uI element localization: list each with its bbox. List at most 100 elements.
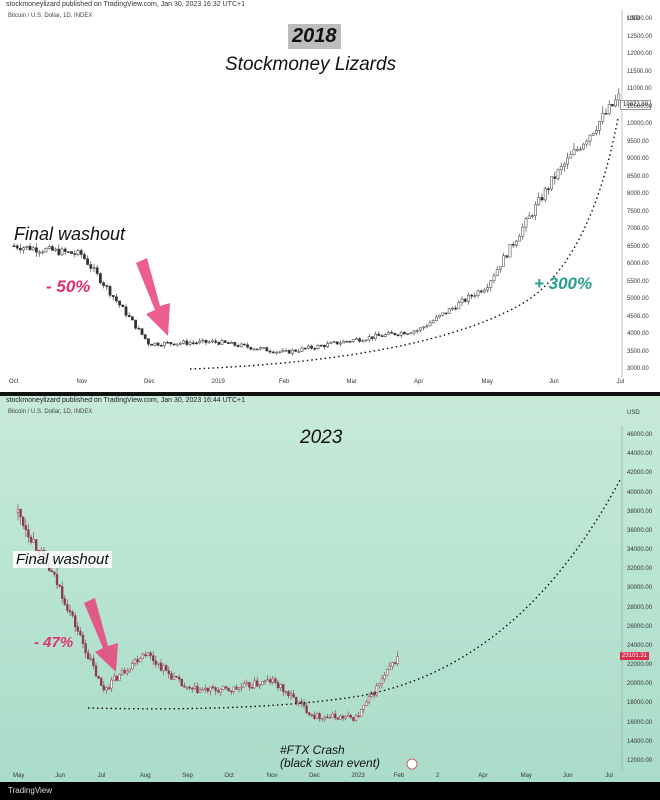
candle — [282, 684, 285, 696]
y-tick-label: 36000.00 — [627, 527, 653, 534]
candle — [230, 340, 233, 344]
x-tick-label: Apr — [478, 773, 488, 779]
candle — [156, 341, 160, 347]
candle — [217, 341, 221, 346]
candle — [515, 239, 518, 248]
candle — [336, 717, 339, 721]
y-tick-label: 30000.00 — [627, 585, 653, 592]
candle — [38, 249, 41, 257]
x-tick-label: Mar — [346, 379, 357, 385]
candle — [556, 168, 560, 181]
candle — [86, 255, 89, 266]
candle — [150, 343, 153, 346]
y-tick-label: 8500.00 — [627, 173, 649, 180]
y-tick-label: 28000.00 — [627, 604, 653, 611]
candle — [196, 682, 199, 695]
candle — [302, 699, 306, 709]
candle — [19, 508, 22, 525]
y-tick-label: 18000.00 — [627, 700, 653, 707]
x-tick-label: Dec — [144, 379, 155, 385]
candle — [489, 279, 493, 292]
candle — [387, 330, 390, 335]
candle — [595, 125, 598, 136]
candle — [378, 682, 381, 689]
candle — [102, 281, 105, 289]
y-tick-label: 9500.00 — [627, 138, 649, 145]
candle — [460, 296, 464, 307]
last-price-badge: 10872.30 — [620, 100, 652, 110]
candle — [252, 347, 256, 351]
candle — [28, 242, 32, 251]
candle — [51, 244, 54, 252]
candle — [60, 246, 64, 256]
candle — [185, 338, 189, 347]
candle — [128, 668, 131, 673]
lightning-icon — [406, 758, 418, 770]
candle — [47, 244, 51, 250]
candle — [15, 243, 19, 251]
candle — [185, 686, 189, 691]
y-tick-label: 3500.00 — [627, 348, 649, 355]
candle — [300, 698, 303, 708]
candle — [159, 658, 163, 672]
candle — [163, 341, 166, 349]
candle — [255, 348, 259, 351]
candle — [334, 710, 337, 721]
candle — [527, 212, 531, 219]
chart-2023-panel: stockmoneylizard published on TradingVie… — [0, 396, 660, 782]
candle — [121, 304, 125, 308]
candle — [585, 139, 589, 148]
candle — [347, 711, 350, 717]
chart-2023-svg — [16, 426, 623, 770]
candle — [550, 176, 553, 191]
candle — [559, 162, 563, 176]
candle — [396, 334, 400, 337]
candle — [352, 717, 355, 723]
candle — [35, 243, 38, 257]
candle — [219, 688, 222, 697]
candle — [217, 687, 220, 694]
candle — [25, 245, 29, 251]
candle — [329, 341, 333, 344]
candle — [236, 343, 240, 348]
ftx-line-2: (black swan event) — [280, 756, 381, 770]
candle — [201, 338, 205, 344]
candle — [214, 338, 217, 345]
candle — [188, 685, 191, 691]
candle — [521, 223, 525, 240]
symbol-label: Bitcoin / U.S. Dollar, 1D, INDEX — [8, 13, 93, 19]
candle — [12, 243, 16, 247]
candle — [470, 293, 473, 300]
candle — [243, 343, 246, 346]
chart-2018-panel: stockmoneylizard published on TradingVie… — [0, 0, 660, 392]
candle — [289, 690, 293, 700]
candle — [467, 292, 470, 305]
candle — [180, 678, 183, 687]
candle — [399, 330, 403, 339]
x-tick-label: Dec — [309, 773, 320, 779]
candle — [310, 344, 313, 350]
chart-title-2023: 2023 — [300, 427, 343, 448]
candle — [63, 595, 66, 607]
candle — [295, 696, 298, 706]
candle — [367, 333, 371, 343]
down-arrow — [136, 258, 170, 336]
x-tick-label: Jul — [97, 773, 106, 779]
candle — [27, 523, 30, 543]
candle — [63, 247, 67, 256]
footer-bar: TradingView — [0, 782, 660, 800]
candle — [344, 714, 347, 721]
x-tick-label: May — [520, 773, 532, 779]
x-tick-label: 2023 — [351, 773, 365, 779]
y-tick-label: 32000.00 — [627, 566, 653, 573]
y-tick-label: 10000.00 — [627, 121, 653, 127]
candle — [374, 331, 377, 341]
candle — [531, 213, 534, 219]
candle — [153, 342, 157, 347]
candle — [328, 714, 332, 719]
candle — [518, 233, 521, 242]
candle — [134, 319, 137, 330]
candle — [476, 289, 480, 299]
candle — [249, 346, 253, 351]
candle — [259, 346, 262, 351]
